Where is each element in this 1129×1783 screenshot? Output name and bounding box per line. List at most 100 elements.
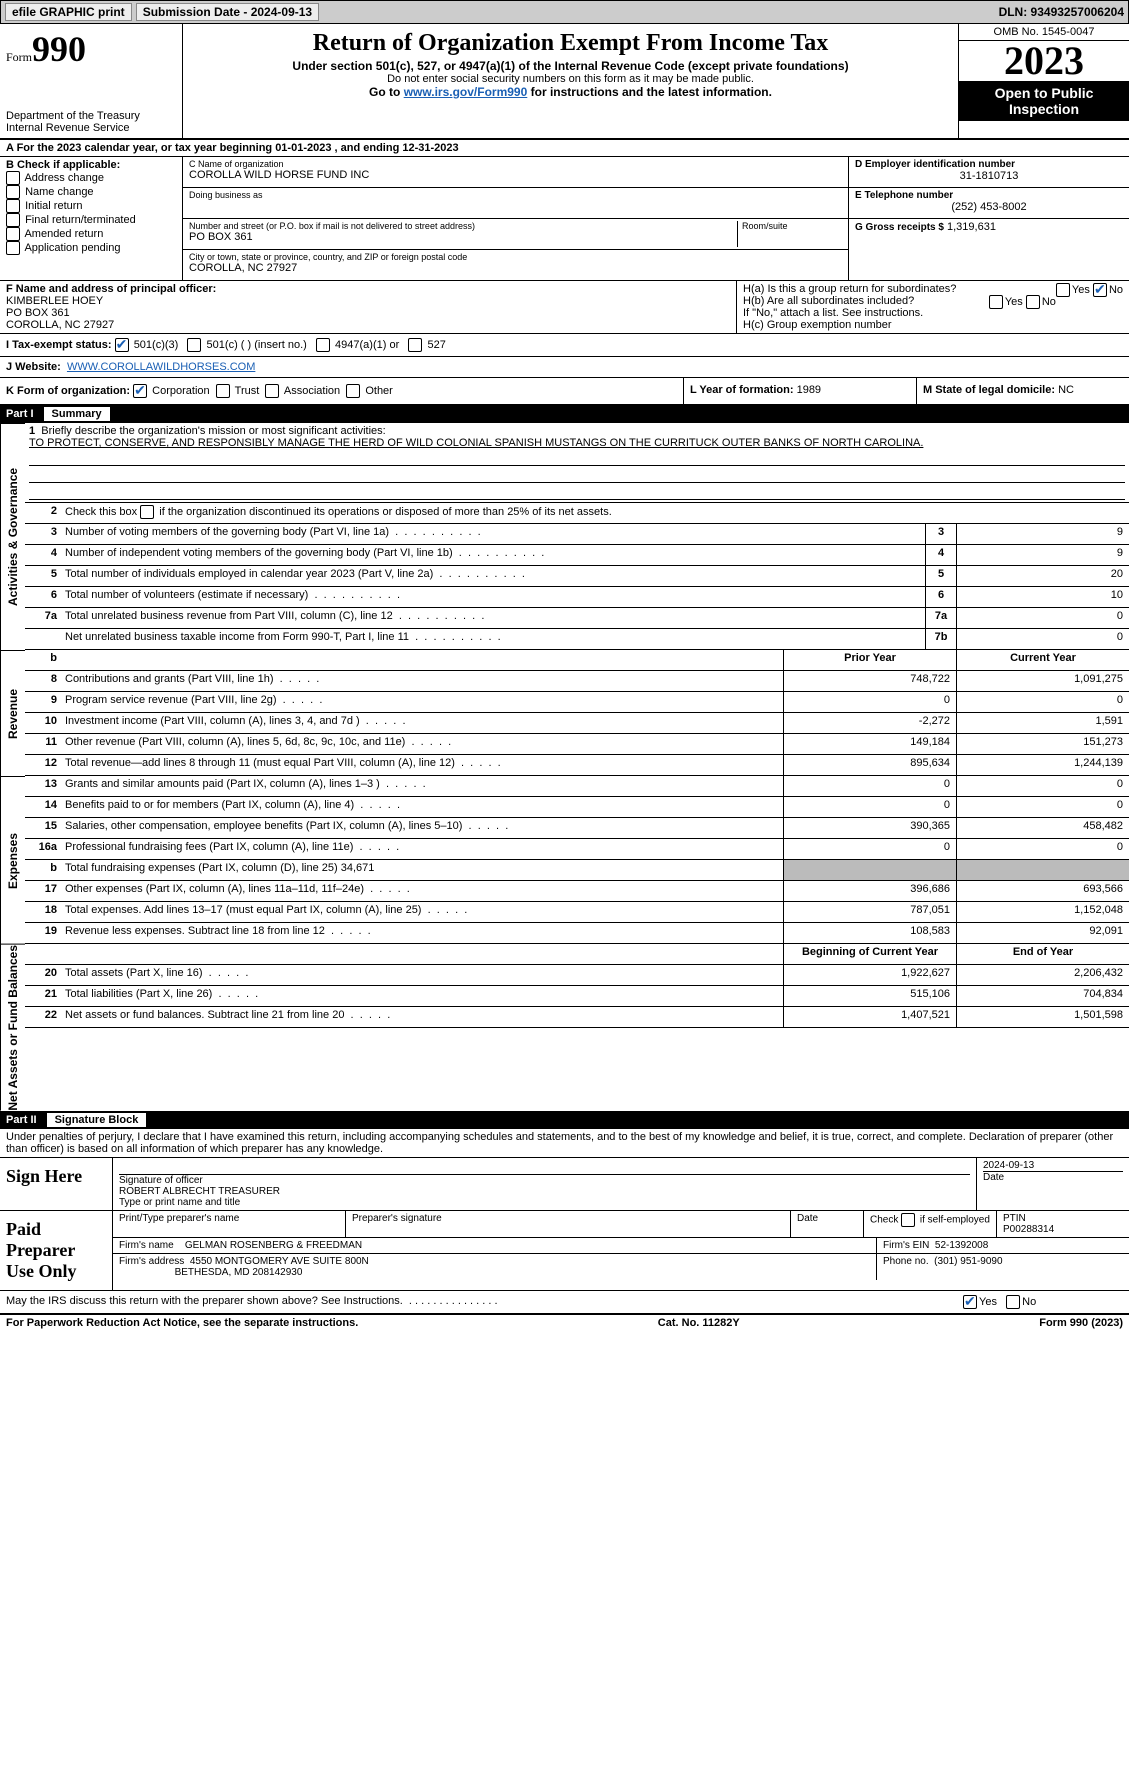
firm-ein: 52-1392008 <box>935 1240 988 1251</box>
org-name: COROLLA WILD HORSE FUND INC <box>189 169 842 181</box>
cb-501c[interactable] <box>187 338 201 352</box>
vtab-activities: Activities & Governance <box>0 423 25 650</box>
expenses-section: Expenses 13Grants and similar amounts pa… <box>0 776 1129 944</box>
cb-name-change[interactable] <box>6 185 20 199</box>
revenue-section: Revenue b Prior Year Current Year 8Contr… <box>0 650 1129 776</box>
summary-line: 17Other expenses (Part IX, column (A), l… <box>25 881 1129 902</box>
efile-topbar: efile GRAPHIC print Submission Date - 20… <box>0 0 1129 24</box>
summary-line: 7aTotal unrelated business revenue from … <box>25 608 1129 629</box>
cb-final-return[interactable] <box>6 213 20 227</box>
mission-text: TO PROTECT, CONSERVE, AND RESPONSIBLY MA… <box>29 437 923 449</box>
perjury-statement: Under penalties of perjury, I declare th… <box>0 1129 1129 1158</box>
part-ii-header: Part II Signature Block <box>0 1111 1129 1129</box>
box-c: C Name of organization COROLLA WILD HORS… <box>183 157 848 280</box>
net-header: Beginning of Current Year End of Year <box>25 944 1129 965</box>
firm-addr1: 4550 MONTGOMERY AVE SUITE 800N <box>190 1256 369 1267</box>
box-j: J Website: WWW.COROLLAWILDHORSES.COM <box>0 357 1129 378</box>
pra-notice: For Paperwork Reduction Act Notice, see … <box>6 1317 358 1329</box>
dln: DLN: 93493257006204 <box>999 5 1124 19</box>
org-city: COROLLA, NC 27927 <box>189 262 842 274</box>
org-website[interactable]: WWW.COROLLAWILDHORSES.COM <box>67 361 255 373</box>
gross-receipts: 1,319,631 <box>947 221 996 233</box>
cb-discontinued[interactable] <box>140 505 154 519</box>
firm-addr2: BETHESDA, MD 208142930 <box>175 1267 303 1278</box>
officer-signature: ROBERT ALBRECHT TREASURER <box>119 1186 280 1197</box>
ptin: P00288314 <box>1003 1224 1054 1235</box>
cb-initial-return[interactable] <box>6 199 20 213</box>
cb-trust[interactable] <box>216 384 230 398</box>
summary-line: 10Investment income (Part VIII, column (… <box>25 713 1129 734</box>
summary-line: 18Total expenses. Add lines 13–17 (must … <box>25 902 1129 923</box>
irs-link[interactable]: www.irs.gov/Form990 <box>404 85 528 99</box>
revenue-header: b Prior Year Current Year <box>25 650 1129 671</box>
cb-self-employed[interactable] <box>901 1213 915 1227</box>
efile-print-button[interactable]: efile GRAPHIC print <box>5 3 132 21</box>
summary-line: 11Other revenue (Part VIII, column (A), … <box>25 734 1129 755</box>
form-link-line: Go to www.irs.gov/Form990 for instructio… <box>189 85 952 99</box>
discuss-with-preparer: May the IRS discuss this return with the… <box>0 1291 1129 1315</box>
box-d: D Employer identification number 31-1810… <box>849 157 1129 188</box>
box-g: G Gross receipts $ 1,319,631 <box>849 219 1129 249</box>
cat-number: Cat. No. 11282Y <box>658 1317 740 1329</box>
form-header: Form990 Department of the Treasury Inter… <box>0 24 1129 140</box>
officer-block: F Name and address of principal officer:… <box>0 281 1129 334</box>
box-b: B Check if applicable: Address change Na… <box>0 157 183 280</box>
summary-line: 12Total revenue—add lines 8 through 11 (… <box>25 755 1129 776</box>
firm-phone: (301) 951-9090 <box>934 1256 1002 1267</box>
cb-ha-no[interactable] <box>1093 283 1107 297</box>
cb-discuss-yes[interactable] <box>963 1295 977 1309</box>
paid-preparer-block: Paid Preparer Use Only Print/Type prepar… <box>0 1211 1129 1291</box>
cb-address-change[interactable] <box>6 171 20 185</box>
box-h: H(a) Is this a group return for subordin… <box>737 281 1129 333</box>
sign-date: 2024-09-13 <box>983 1160 1123 1172</box>
form-number: Form990 <box>6 28 176 70</box>
summary-line: 22Net assets or fund balances. Subtract … <box>25 1007 1129 1028</box>
cb-4947[interactable] <box>316 338 330 352</box>
summary-line: 5Total number of individuals employed in… <box>25 566 1129 587</box>
net-assets-section: Net Assets or Fund Balances Beginning of… <box>0 944 1129 1111</box>
officer-addr: PO BOX 361 <box>6 307 730 319</box>
open-to-public: Open to Public Inspection <box>959 81 1129 121</box>
tax-year: 2023 <box>959 41 1129 81</box>
summary-line: 13Grants and similar amounts paid (Part … <box>25 776 1129 797</box>
summary-line: 6Total number of volunteers (estimate if… <box>25 587 1129 608</box>
ein: 31-1810713 <box>855 170 1123 182</box>
cb-application-pending[interactable] <box>6 241 20 255</box>
firm-name: GELMAN ROSENBERG & FREEDMAN <box>185 1240 362 1251</box>
form-subtitle-2: Do not enter social security numbers on … <box>189 73 952 85</box>
state-domicile: NC <box>1058 384 1074 396</box>
summary-line: 3Number of voting members of the governi… <box>25 524 1129 545</box>
line-1-mission: 1 Briefly describe the organization's mi… <box>25 423 1129 503</box>
cb-hb-no[interactable] <box>1026 295 1040 309</box>
org-street: PO BOX 361 <box>189 231 733 243</box>
box-klm: K Form of organization: Corporation Trus… <box>0 378 1129 405</box>
form-title: Return of Organization Exempt From Incom… <box>189 30 952 57</box>
summary-line: Net unrelated business taxable income fr… <box>25 629 1129 650</box>
summary-line: 19Revenue less expenses. Subtract line 1… <box>25 923 1129 944</box>
summary-line: 21Total liabilities (Part X, line 26) . … <box>25 986 1129 1007</box>
summary-line: 16aProfessional fundraising fees (Part I… <box>25 839 1129 860</box>
cb-501c3[interactable] <box>115 338 129 352</box>
cb-discuss-no[interactable] <box>1006 1295 1020 1309</box>
box-f: F Name and address of principal officer:… <box>0 281 737 333</box>
submission-date: Submission Date - 2024-09-13 <box>136 3 319 21</box>
line-2: 2 Check this box if the organization dis… <box>25 503 1129 524</box>
cb-assoc[interactable] <box>265 384 279 398</box>
page-footer: For Paperwork Reduction Act Notice, see … <box>0 1315 1129 1331</box>
cb-corp[interactable] <box>133 384 147 398</box>
activities-governance: Activities & Governance 1 Briefly descri… <box>0 423 1129 650</box>
vtab-expenses: Expenses <box>0 776 25 944</box>
summary-line: 20Total assets (Part X, line 16) . . . .… <box>25 965 1129 986</box>
cb-amended-return[interactable] <box>6 227 20 241</box>
part-i-header: Part I Summary <box>0 405 1129 423</box>
form-subtitle-1: Under section 501(c), 527, or 4947(a)(1)… <box>189 59 952 73</box>
cb-527[interactable] <box>408 338 422 352</box>
vtab-net-assets: Net Assets or Fund Balances <box>0 944 25 1111</box>
cb-other[interactable] <box>346 384 360 398</box>
form-ref: Form 990 (2023) <box>1039 1317 1123 1329</box>
officer-city: COROLLA, NC 27927 <box>6 319 730 331</box>
sign-here-block: Sign Here Signature of officer ROBERT AL… <box>0 1158 1129 1211</box>
cb-hb-yes[interactable] <box>989 295 1003 309</box>
officer-name: KIMBERLEE HOEY <box>6 295 730 307</box>
cb-ha-yes[interactable] <box>1056 283 1070 297</box>
